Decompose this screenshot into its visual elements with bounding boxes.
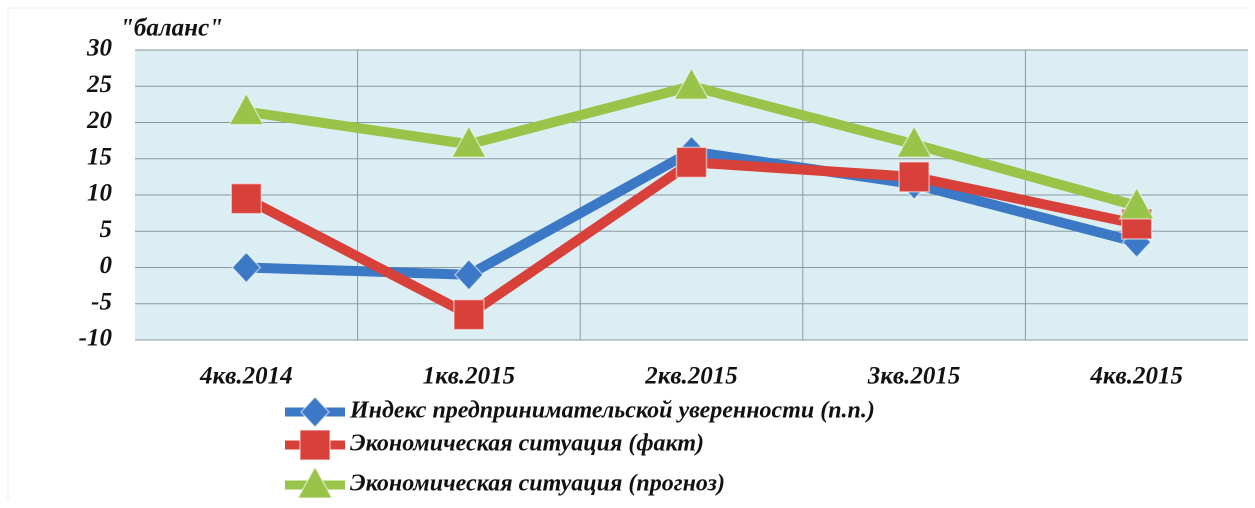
data-marker (230, 182, 263, 215)
y-tick-label: 30 (86, 35, 113, 62)
data-marker (895, 124, 933, 158)
x-tick-label: 4кв.2014 (199, 363, 293, 390)
y-tick-label: 10 (87, 180, 113, 207)
data-marker (1118, 186, 1155, 220)
data-marker (898, 161, 930, 193)
data-marker (453, 298, 485, 331)
legend-marker (299, 395, 331, 429)
y-tick-label: -5 (91, 288, 112, 315)
legend-marker (299, 429, 331, 461)
y-tick-label: 25 (86, 71, 112, 98)
y-tick-label: 20 (86, 107, 113, 134)
data-marker (453, 258, 484, 291)
x-tick-label: 2кв.2015 (644, 363, 738, 390)
legend-label: Экономическая ситуация (прогноз) (350, 471, 725, 497)
data-marker (673, 66, 710, 100)
legend-marker (296, 465, 334, 499)
y-tick-label: 5 (100, 216, 113, 243)
x-tick-label: 1кв.2015 (423, 363, 516, 390)
data-marker (450, 124, 488, 158)
data-marker (228, 92, 265, 126)
x-tick-label: 3кв.2015 (867, 363, 961, 390)
data-marker (675, 146, 708, 179)
y-tick-label: 15 (87, 143, 112, 170)
y-tick-label: -10 (79, 325, 113, 352)
data-marker (231, 251, 262, 284)
legend-label: Индекс предпринимательской уверенности (… (349, 398, 875, 424)
x-tick-label: 4кв.2015 (1089, 363, 1183, 390)
y-tick-label: 0 (100, 252, 113, 279)
legend-label: Экономическая ситуация (факт) (350, 431, 704, 457)
y-axis-label: "баланс" (120, 15, 223, 42)
